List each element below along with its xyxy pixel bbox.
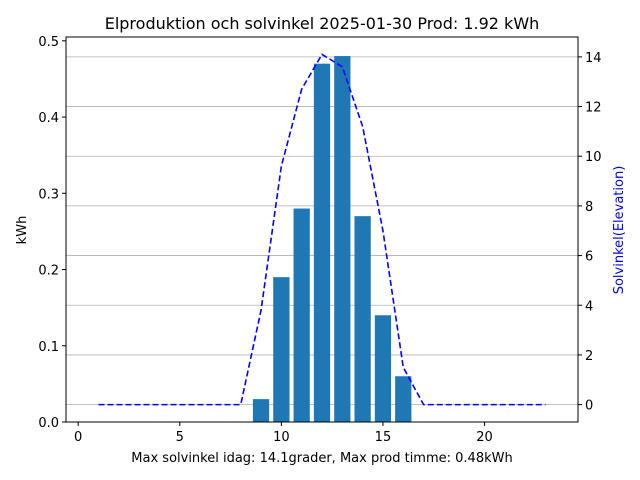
y2-tick-label: 10 bbox=[585, 150, 602, 165]
bar bbox=[252, 399, 270, 422]
y2-tick-label: 14 bbox=[585, 51, 602, 66]
bar bbox=[395, 376, 412, 422]
x-tick-label: 5 bbox=[176, 430, 184, 445]
bar bbox=[273, 277, 290, 422]
y2-axis-label: Solvinkel(Elevation) bbox=[612, 166, 627, 295]
y2-tick-label: 2 bbox=[585, 349, 593, 364]
y2-tick-label: 8 bbox=[585, 200, 593, 215]
plot-frame bbox=[65, 36, 579, 423]
x-tick-label: 20 bbox=[476, 430, 493, 445]
y-tick-label: 0.2 bbox=[38, 264, 59, 279]
y-tick-label: 0.0 bbox=[38, 416, 59, 431]
bar bbox=[293, 208, 310, 422]
chart-title: Elproduktion och solvinkel 2025-01-30 Pr… bbox=[105, 14, 540, 33]
bar bbox=[354, 216, 371, 422]
x-tick-label: 15 bbox=[375, 430, 392, 445]
x-axis-ticks: 0 5 10 15 20 bbox=[74, 422, 493, 445]
elevation-line bbox=[98, 53, 546, 406]
bar-series bbox=[252, 56, 412, 422]
elevation-line-series bbox=[98, 53, 546, 406]
x-tick-label: 10 bbox=[273, 430, 290, 445]
y2-tick-label: 6 bbox=[585, 250, 593, 265]
y-tick-label: 0.1 bbox=[38, 340, 59, 355]
bar bbox=[313, 63, 331, 422]
bar bbox=[374, 315, 392, 422]
x-axis-label: Max solvinkel idag: 14.1grader, Max prod… bbox=[131, 451, 512, 466]
y2-tick-label: 12 bbox=[585, 101, 602, 116]
bar bbox=[334, 56, 351, 422]
y2-tick-label: 4 bbox=[585, 299, 593, 314]
y2-axis-ticks: 0 2 4 6 8 10 12 14 bbox=[578, 51, 602, 414]
y2-tick-label: 0 bbox=[585, 399, 593, 414]
y-axis-label: kWh bbox=[15, 216, 30, 245]
y-tick-label: 0.3 bbox=[38, 187, 59, 202]
y-tick-label: 0.5 bbox=[38, 35, 59, 50]
y-tick-label: 0.4 bbox=[38, 111, 59, 126]
y-axis-ticks: 0.0 0.1 0.2 0.3 0.4 0.5 bbox=[38, 35, 66, 431]
x-tick-label: 0 bbox=[74, 430, 82, 445]
